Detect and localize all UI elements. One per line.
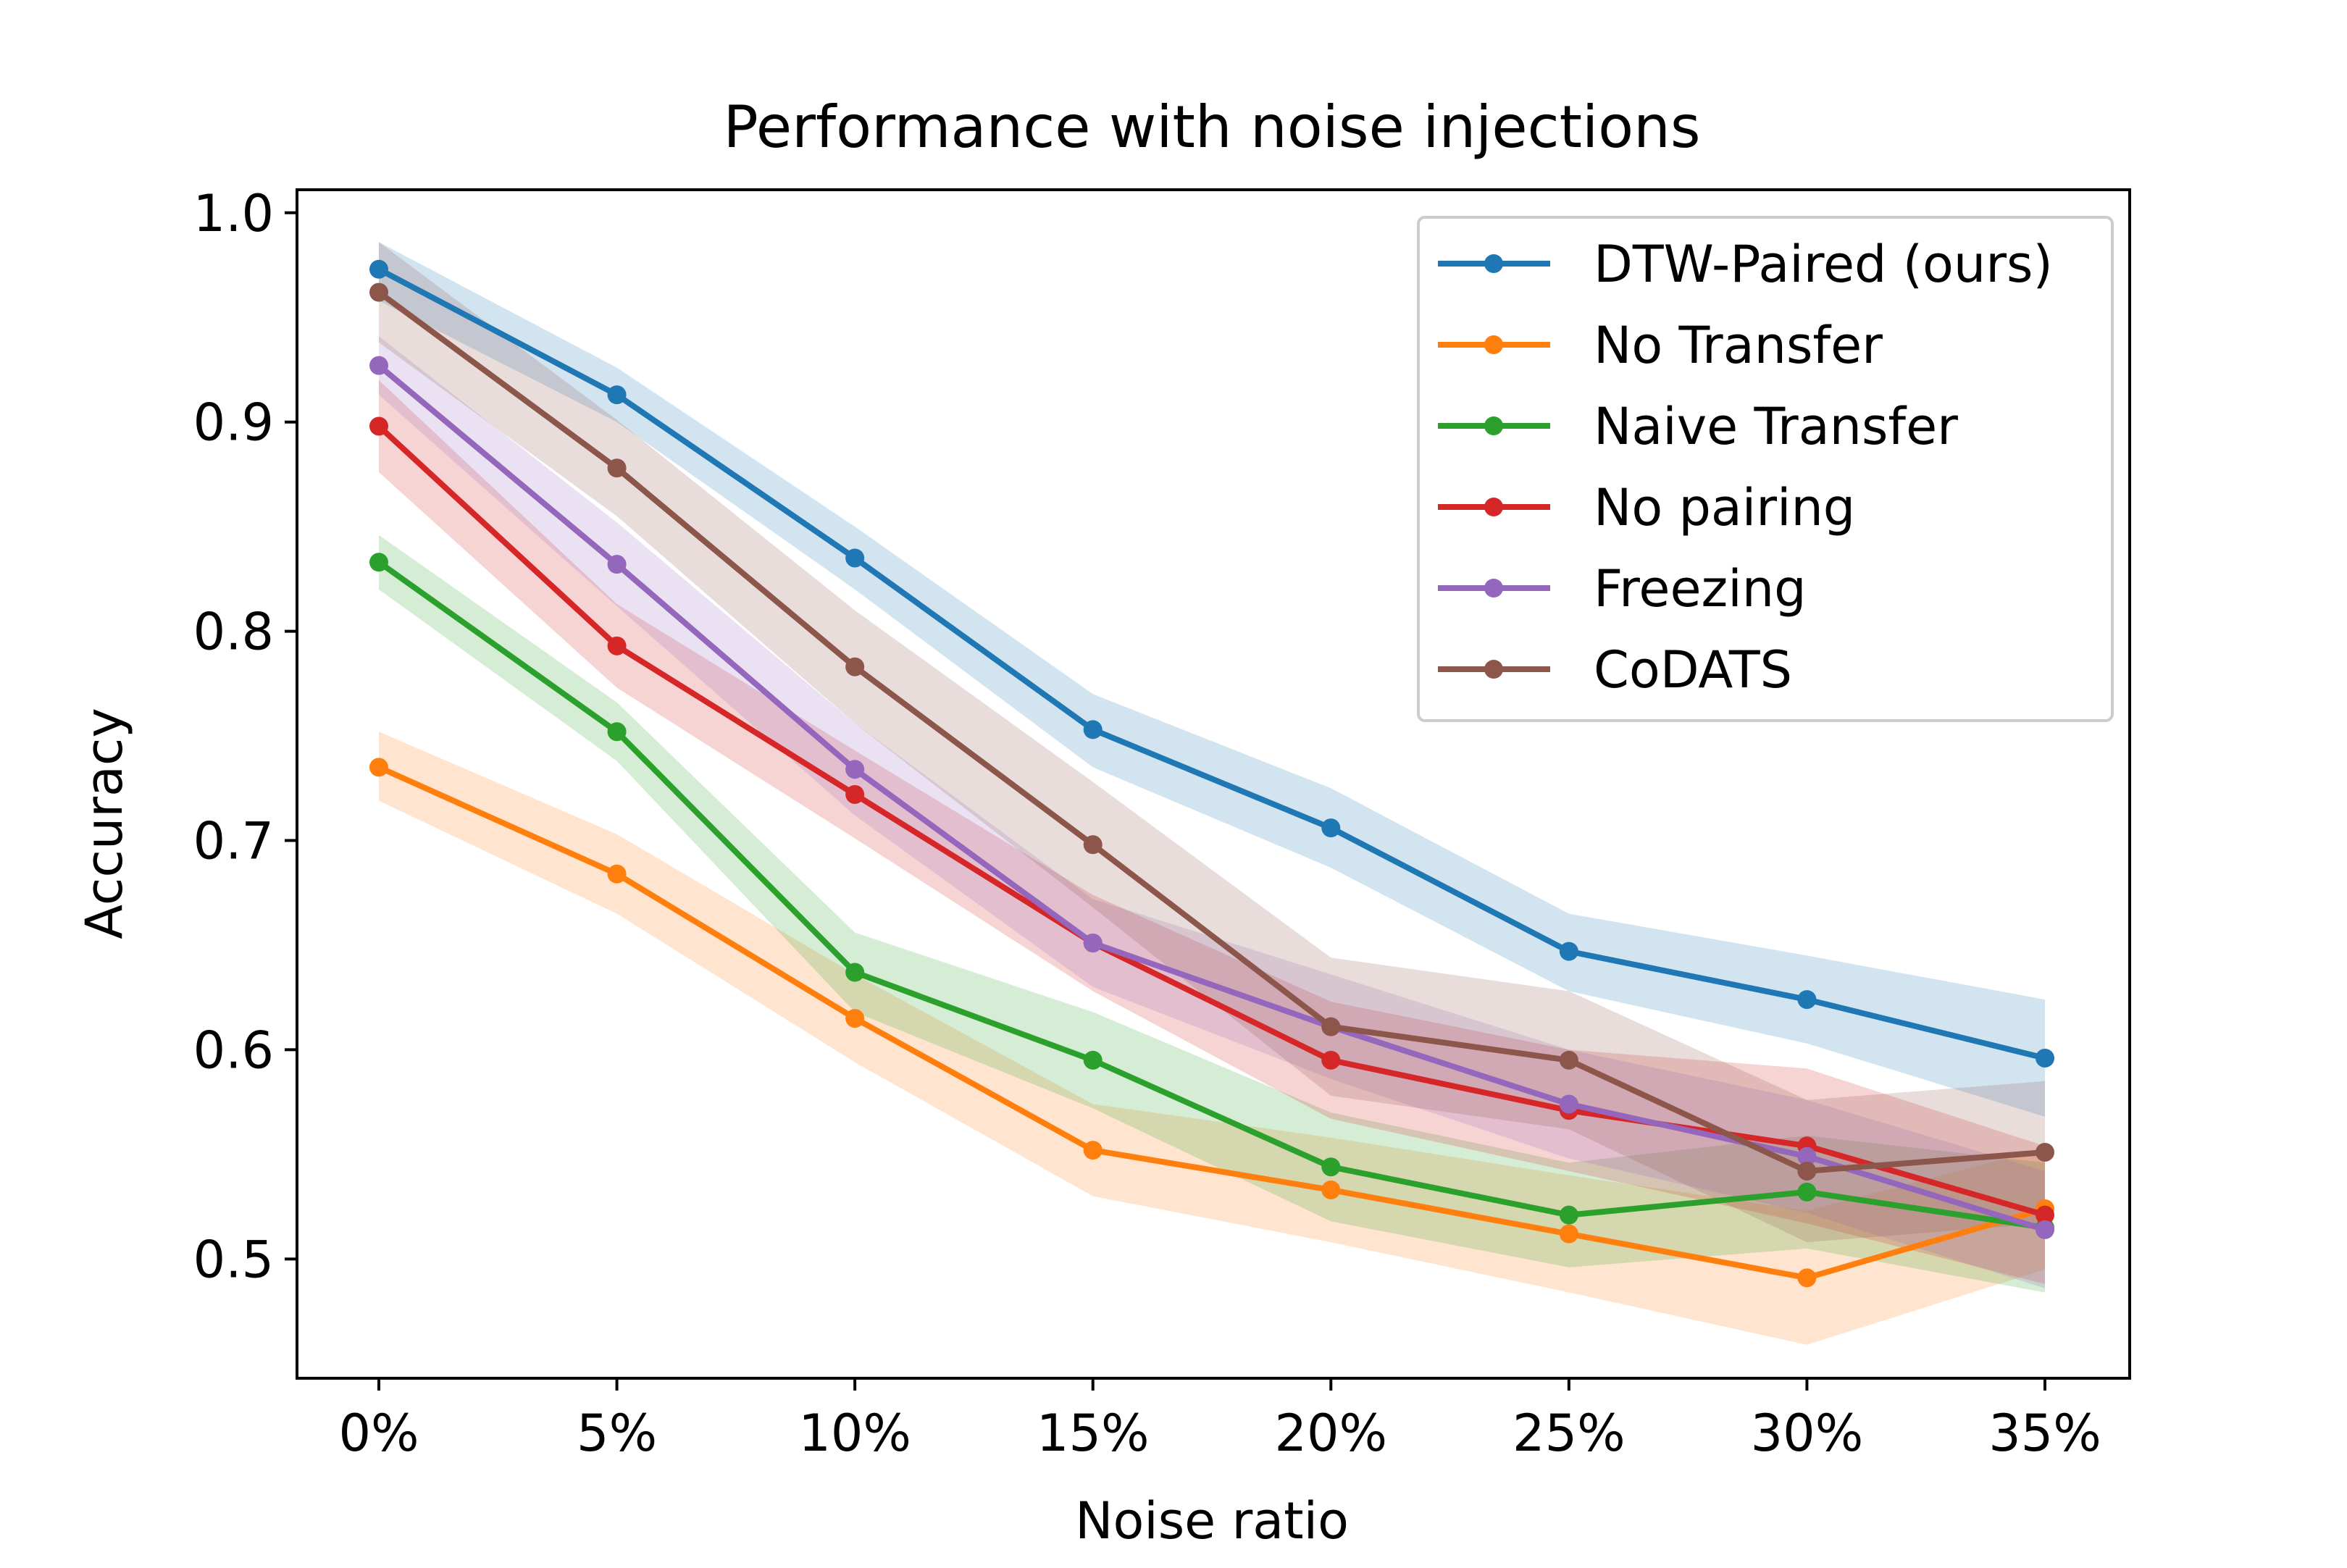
x-tick-label: 35% xyxy=(1988,1404,2101,1463)
point-no-transfer-4 xyxy=(1321,1180,1341,1199)
x-tick-label: 5% xyxy=(577,1404,657,1463)
point-dtw-paired-ours-4 xyxy=(1321,818,1341,838)
x-tick-label: 20% xyxy=(1274,1404,1387,1463)
y-tick-label: 0.6 xyxy=(193,1020,274,1080)
point-naive-transfer-3 xyxy=(1083,1050,1103,1070)
point-no-pairing-4 xyxy=(1321,1050,1341,1070)
legend-label-no-pairing: No pairing xyxy=(1594,478,1855,537)
x-axis-label: Noise ratio xyxy=(1075,1491,1349,1551)
x-tick-label: 30% xyxy=(1751,1404,1864,1463)
point-dtw-paired-ours-0 xyxy=(369,259,388,279)
legend-marker-freezing xyxy=(1484,579,1503,598)
point-dtw-paired-ours-7 xyxy=(2036,1048,2054,1068)
point-naive-transfer-4 xyxy=(1321,1157,1341,1177)
point-dtw-paired-ours-6 xyxy=(1797,990,1817,1010)
x-tick-label: 10% xyxy=(798,1404,911,1463)
legend-marker-dtw-paired-ours xyxy=(1484,254,1503,273)
series-line-codats xyxy=(376,289,2048,1174)
band-naive-transfer xyxy=(379,534,2045,1293)
point-naive-transfer-6 xyxy=(1797,1182,1817,1202)
series-lines xyxy=(369,259,2054,1288)
y-tick-label: 0.7 xyxy=(193,812,274,871)
x-tick-label: 0% xyxy=(338,1404,419,1463)
point-codats-4 xyxy=(1321,1017,1341,1036)
band-no-transfer xyxy=(379,731,2045,1345)
point-dtw-paired-ours-2 xyxy=(845,548,865,568)
point-freezing-0 xyxy=(369,356,388,375)
point-freezing-2 xyxy=(845,760,865,779)
point-naive-transfer-5 xyxy=(1559,1205,1578,1225)
point-no-pairing-7 xyxy=(2036,1205,2054,1225)
point-freezing-6 xyxy=(1797,1146,1817,1166)
legend-label-dtw-paired-ours: DTW-Paired (ours) xyxy=(1594,235,2053,294)
point-naive-transfer-1 xyxy=(607,722,627,742)
point-naive-transfer-2 xyxy=(845,963,865,982)
point-codats-2 xyxy=(845,657,865,676)
point-no-transfer-5 xyxy=(1559,1224,1578,1244)
point-no-pairing-2 xyxy=(845,784,865,804)
point-no-transfer-0 xyxy=(369,758,388,777)
point-freezing-7 xyxy=(2036,1220,2054,1239)
legend-label-no-transfer: No Transfer xyxy=(1594,316,1883,375)
x-tick-label: 15% xyxy=(1037,1404,1150,1463)
legend-marker-codats xyxy=(1484,660,1503,679)
point-codats-5 xyxy=(1559,1050,1578,1070)
legend-label-freezing: Freezing xyxy=(1594,559,1807,619)
y-axis-label: Accuracy xyxy=(75,708,134,939)
y-tick-label: 0.8 xyxy=(193,603,274,662)
y-tick-label: 0.5 xyxy=(193,1230,274,1289)
point-freezing-1 xyxy=(607,555,627,574)
y-tick-label: 1.0 xyxy=(193,184,274,243)
series-line-dtw-paired-ours xyxy=(376,266,2048,1061)
band-freezing xyxy=(379,336,2045,1288)
point-no-pairing-1 xyxy=(607,636,627,655)
point-no-transfer-2 xyxy=(845,1009,865,1028)
confidence-bands xyxy=(379,242,2045,1345)
band-dtw-paired-ours xyxy=(379,242,2045,1117)
legend: DTW-Paired (ours) No Transfer Naive Transf… xyxy=(1417,216,2114,722)
point-naive-transfer-0 xyxy=(369,553,388,572)
point-no-transfer-6 xyxy=(1797,1268,1817,1288)
point-no-transfer-1 xyxy=(607,864,627,884)
series-line-no-pairing xyxy=(376,423,2048,1218)
point-dtw-paired-ours-3 xyxy=(1083,720,1103,739)
point-freezing-3 xyxy=(1083,934,1103,953)
legend-marker-no-transfer xyxy=(1484,335,1503,354)
y-tick-label: 0.9 xyxy=(193,393,274,453)
point-no-pairing-0 xyxy=(369,416,388,436)
point-dtw-paired-ours-5 xyxy=(1559,942,1578,961)
legend-label-codats: CoDATS xyxy=(1594,640,1792,700)
point-codats-6 xyxy=(1797,1161,1817,1181)
point-no-transfer-3 xyxy=(1083,1141,1103,1160)
x-tick-label: 25% xyxy=(1513,1404,1626,1463)
series-line-freezing xyxy=(376,362,2048,1233)
legend-box xyxy=(1417,216,2114,722)
series-line-naive-transfer xyxy=(376,559,2048,1230)
point-codats-1 xyxy=(607,458,627,478)
point-codats-0 xyxy=(369,282,388,302)
band-no-pairing xyxy=(379,380,2045,1284)
point-codats-3 xyxy=(1083,835,1103,855)
legend-label-naive-transfer: Naive Transfer xyxy=(1594,397,1958,456)
point-dtw-paired-ours-1 xyxy=(607,385,627,405)
series-line-no-transfer xyxy=(376,764,2048,1281)
point-codats-7 xyxy=(2036,1142,2054,1162)
y-axis: 0.5 0.6 0.7 0.8 0.9 1.0 xyxy=(193,184,297,1289)
chart-title: Performance with noise injections xyxy=(723,93,1700,161)
plot-frame xyxy=(296,188,2131,1380)
point-freezing-5 xyxy=(1559,1094,1578,1114)
x-axis: 0% 5% 10% 15% 20% 25% 30% 35% xyxy=(338,1378,2101,1463)
band-codats xyxy=(379,242,2045,1243)
legend-marker-no-pairing xyxy=(1484,498,1503,516)
legend-marker-naive-transfer xyxy=(1484,416,1503,435)
